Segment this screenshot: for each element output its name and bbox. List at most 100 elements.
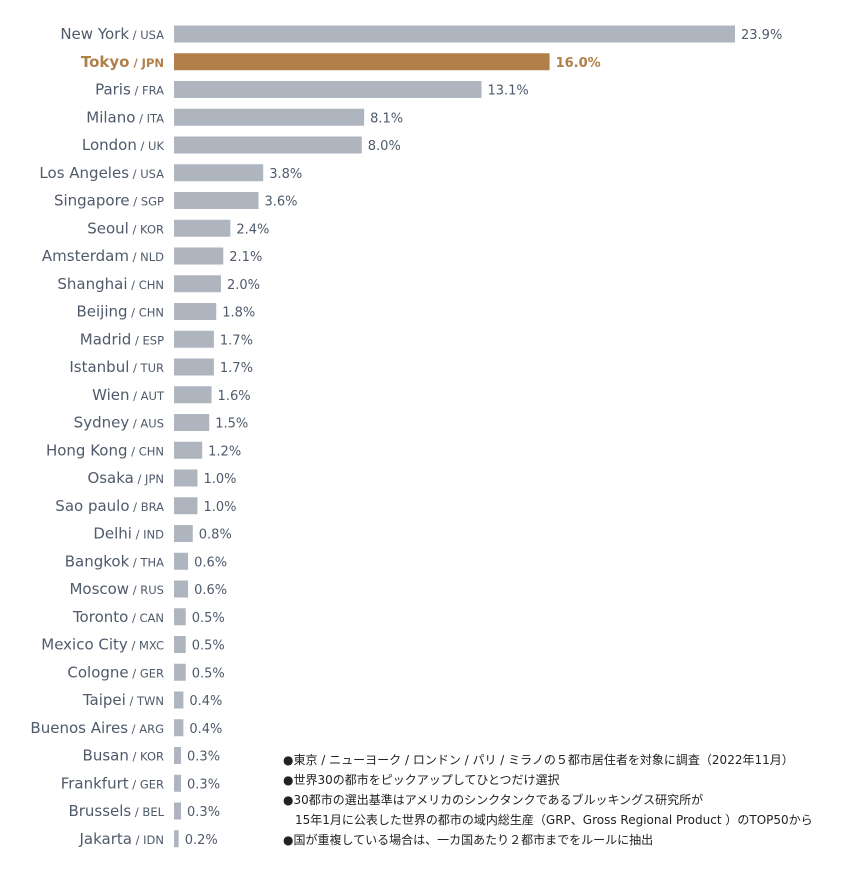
- category-label: Milano / ITA: [86, 108, 164, 126]
- country-code: / KOR: [129, 222, 164, 236]
- category-label: London / UK: [82, 136, 165, 154]
- country-code: / ITA: [135, 111, 164, 125]
- country-code: / TUR: [129, 361, 164, 375]
- city-name: Busan: [83, 747, 129, 765]
- value-label: 0.5%: [192, 666, 225, 681]
- category-label: Los Angeles / USA: [39, 164, 164, 182]
- bar: [174, 108, 365, 126]
- city-name: Bangkok: [65, 552, 130, 570]
- bar: [174, 497, 198, 515]
- country-code: / SGP: [130, 195, 164, 209]
- value-label: 0.6%: [194, 583, 227, 598]
- country-code: / JPN: [134, 472, 164, 486]
- city-name: New York: [60, 25, 129, 43]
- value-label: 0.3%: [187, 805, 220, 820]
- value-label: 16.0%: [556, 56, 601, 71]
- country-code: / AUT: [130, 389, 165, 403]
- value-label: 13.1%: [487, 84, 528, 99]
- city-name: Sao paulo: [55, 497, 129, 515]
- category-label: Hong Kong / CHN: [46, 441, 164, 459]
- category-label: Beijing / CHN: [76, 303, 164, 321]
- bar: [174, 275, 221, 293]
- value-label: 3.6%: [265, 195, 298, 210]
- country-code: / JPN: [129, 56, 164, 70]
- city-name: Sydney: [74, 414, 130, 432]
- category-label: Delhi / IND: [93, 525, 164, 543]
- city-name: Brussels: [68, 802, 131, 820]
- country-code: / MXC: [128, 639, 164, 653]
- bar: [174, 663, 186, 681]
- city-name: Los Angeles: [39, 164, 129, 182]
- value-label: 2.1%: [229, 250, 262, 265]
- value-label: 0.5%: [192, 639, 225, 654]
- city-name: Hong Kong: [46, 441, 128, 459]
- category-label: Busan / KOR: [83, 747, 164, 765]
- city-name: Shanghai: [57, 275, 127, 293]
- bar: [174, 219, 231, 237]
- country-code: / USA: [129, 28, 164, 42]
- value-label: 2.0%: [227, 278, 260, 293]
- value-label: 0.3%: [187, 777, 220, 792]
- country-code: / IND: [132, 528, 164, 542]
- value-label: 23.9%: [741, 28, 782, 43]
- city-name: Cologne: [67, 663, 128, 681]
- city-name: Delhi: [93, 525, 132, 543]
- city-name: Tokyo: [81, 53, 130, 71]
- bar: [174, 81, 482, 98]
- country-code: / ARG: [128, 722, 164, 736]
- category-label: Bangkok / THA: [65, 552, 164, 570]
- country-code: / BEL: [131, 805, 164, 819]
- category-label: Tokyo / JPN: [81, 53, 164, 71]
- value-label: 1.7%: [220, 361, 253, 376]
- category-label: Buenos Aires / ARG: [30, 719, 164, 737]
- country-code: / TWN: [126, 694, 164, 708]
- category-label: Singapore / SGP: [54, 192, 164, 210]
- city-name: Mexico City: [41, 636, 128, 654]
- category-label: Shanghai / CHN: [57, 275, 164, 293]
- country-code: / UK: [137, 139, 165, 153]
- country-code: / NLD: [129, 250, 164, 264]
- category-label: Jakarta / IDN: [78, 830, 164, 848]
- country-code: / THA: [129, 555, 164, 569]
- value-label: 1.0%: [203, 472, 236, 487]
- category-label: Brussels / BEL: [68, 802, 164, 820]
- value-label: 1.7%: [220, 333, 253, 348]
- bar: [174, 691, 184, 709]
- city-name: Seoul: [87, 219, 129, 237]
- category-label: Sydney / AUS: [74, 414, 164, 432]
- value-label: 1.2%: [208, 444, 241, 459]
- country-code: / CHN: [128, 444, 164, 458]
- country-code: / CHN: [128, 306, 164, 320]
- city-name: London: [82, 136, 137, 154]
- value-label: 0.2%: [185, 833, 218, 848]
- category-label: Taipei / TWN: [82, 691, 164, 709]
- note-criteria-cont: 15年1月に公表した世界の都市の域内総生産（GRP、Gross Regional…: [295, 813, 813, 827]
- category-label: Mexico City / MXC: [41, 636, 164, 654]
- country-code: / GER: [129, 777, 164, 791]
- bar: [174, 164, 264, 182]
- bar: [174, 303, 217, 320]
- bar: [174, 330, 214, 348]
- category-label: Osaka / JPN: [87, 469, 164, 487]
- bar: [174, 552, 189, 570]
- value-label: 0.4%: [189, 694, 222, 709]
- bar: [174, 414, 210, 431]
- city-name: Wien: [92, 386, 129, 404]
- bar: [174, 608, 186, 626]
- value-label: 8.1%: [370, 111, 403, 126]
- value-label: 1.0%: [203, 500, 236, 515]
- country-code: / USA: [129, 167, 164, 181]
- city-name: Milano: [86, 108, 135, 126]
- value-label: 0.4%: [189, 722, 222, 737]
- category-label: Wien / AUT: [92, 386, 165, 404]
- city-name: Taipei: [82, 691, 126, 709]
- value-label: 8.0%: [368, 139, 401, 154]
- category-label: Cologne / GER: [67, 663, 164, 681]
- bar: [174, 525, 193, 542]
- value-label: 1.5%: [215, 417, 248, 432]
- city-name: Buenos Aires: [30, 719, 128, 737]
- country-code: / GER: [129, 666, 164, 680]
- bar: [174, 636, 186, 653]
- bar: [174, 25, 735, 43]
- city-name: Jakarta: [78, 830, 131, 848]
